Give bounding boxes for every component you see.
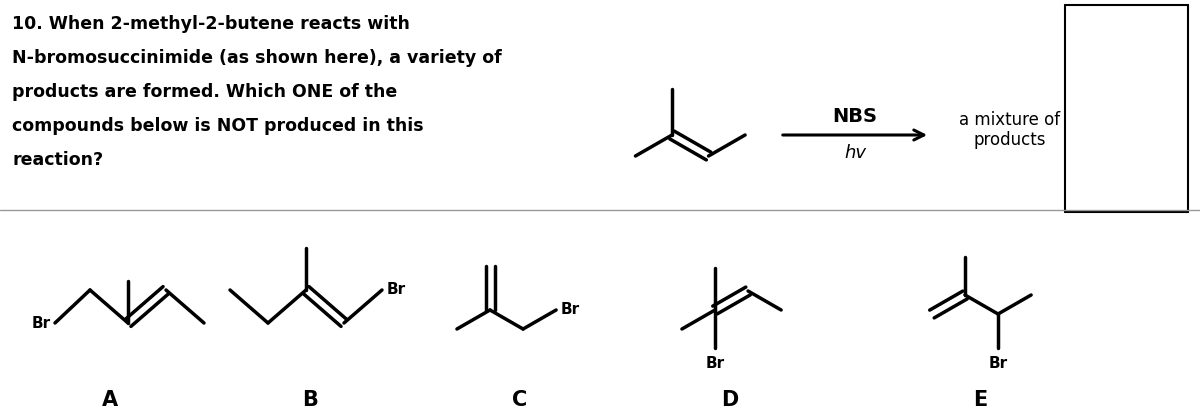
- Text: B: B: [302, 390, 318, 410]
- Text: a mixture of
products: a mixture of products: [960, 111, 1061, 149]
- Text: 10. When 2-methyl-2-butene reacts with: 10. When 2-methyl-2-butene reacts with: [12, 15, 410, 33]
- Text: E: E: [973, 390, 988, 410]
- Text: products are formed. Which ONE of the: products are formed. Which ONE of the: [12, 83, 397, 101]
- Text: reaction?: reaction?: [12, 151, 103, 169]
- Text: N-bromosuccinimide (as shown here), a variety of: N-bromosuccinimide (as shown here), a va…: [12, 49, 502, 67]
- Text: Br: Br: [562, 303, 581, 318]
- Text: hv: hv: [844, 144, 866, 162]
- Text: Br: Br: [32, 316, 50, 331]
- Text: D: D: [721, 390, 739, 410]
- Text: Br: Br: [989, 356, 1008, 371]
- Text: Br: Br: [706, 356, 725, 371]
- Text: compounds below is NOT produced in this: compounds below is NOT produced in this: [12, 117, 424, 135]
- Text: Br: Br: [386, 283, 406, 298]
- Text: C: C: [512, 390, 528, 410]
- Text: A: A: [102, 390, 118, 410]
- Text: NBS: NBS: [833, 107, 877, 127]
